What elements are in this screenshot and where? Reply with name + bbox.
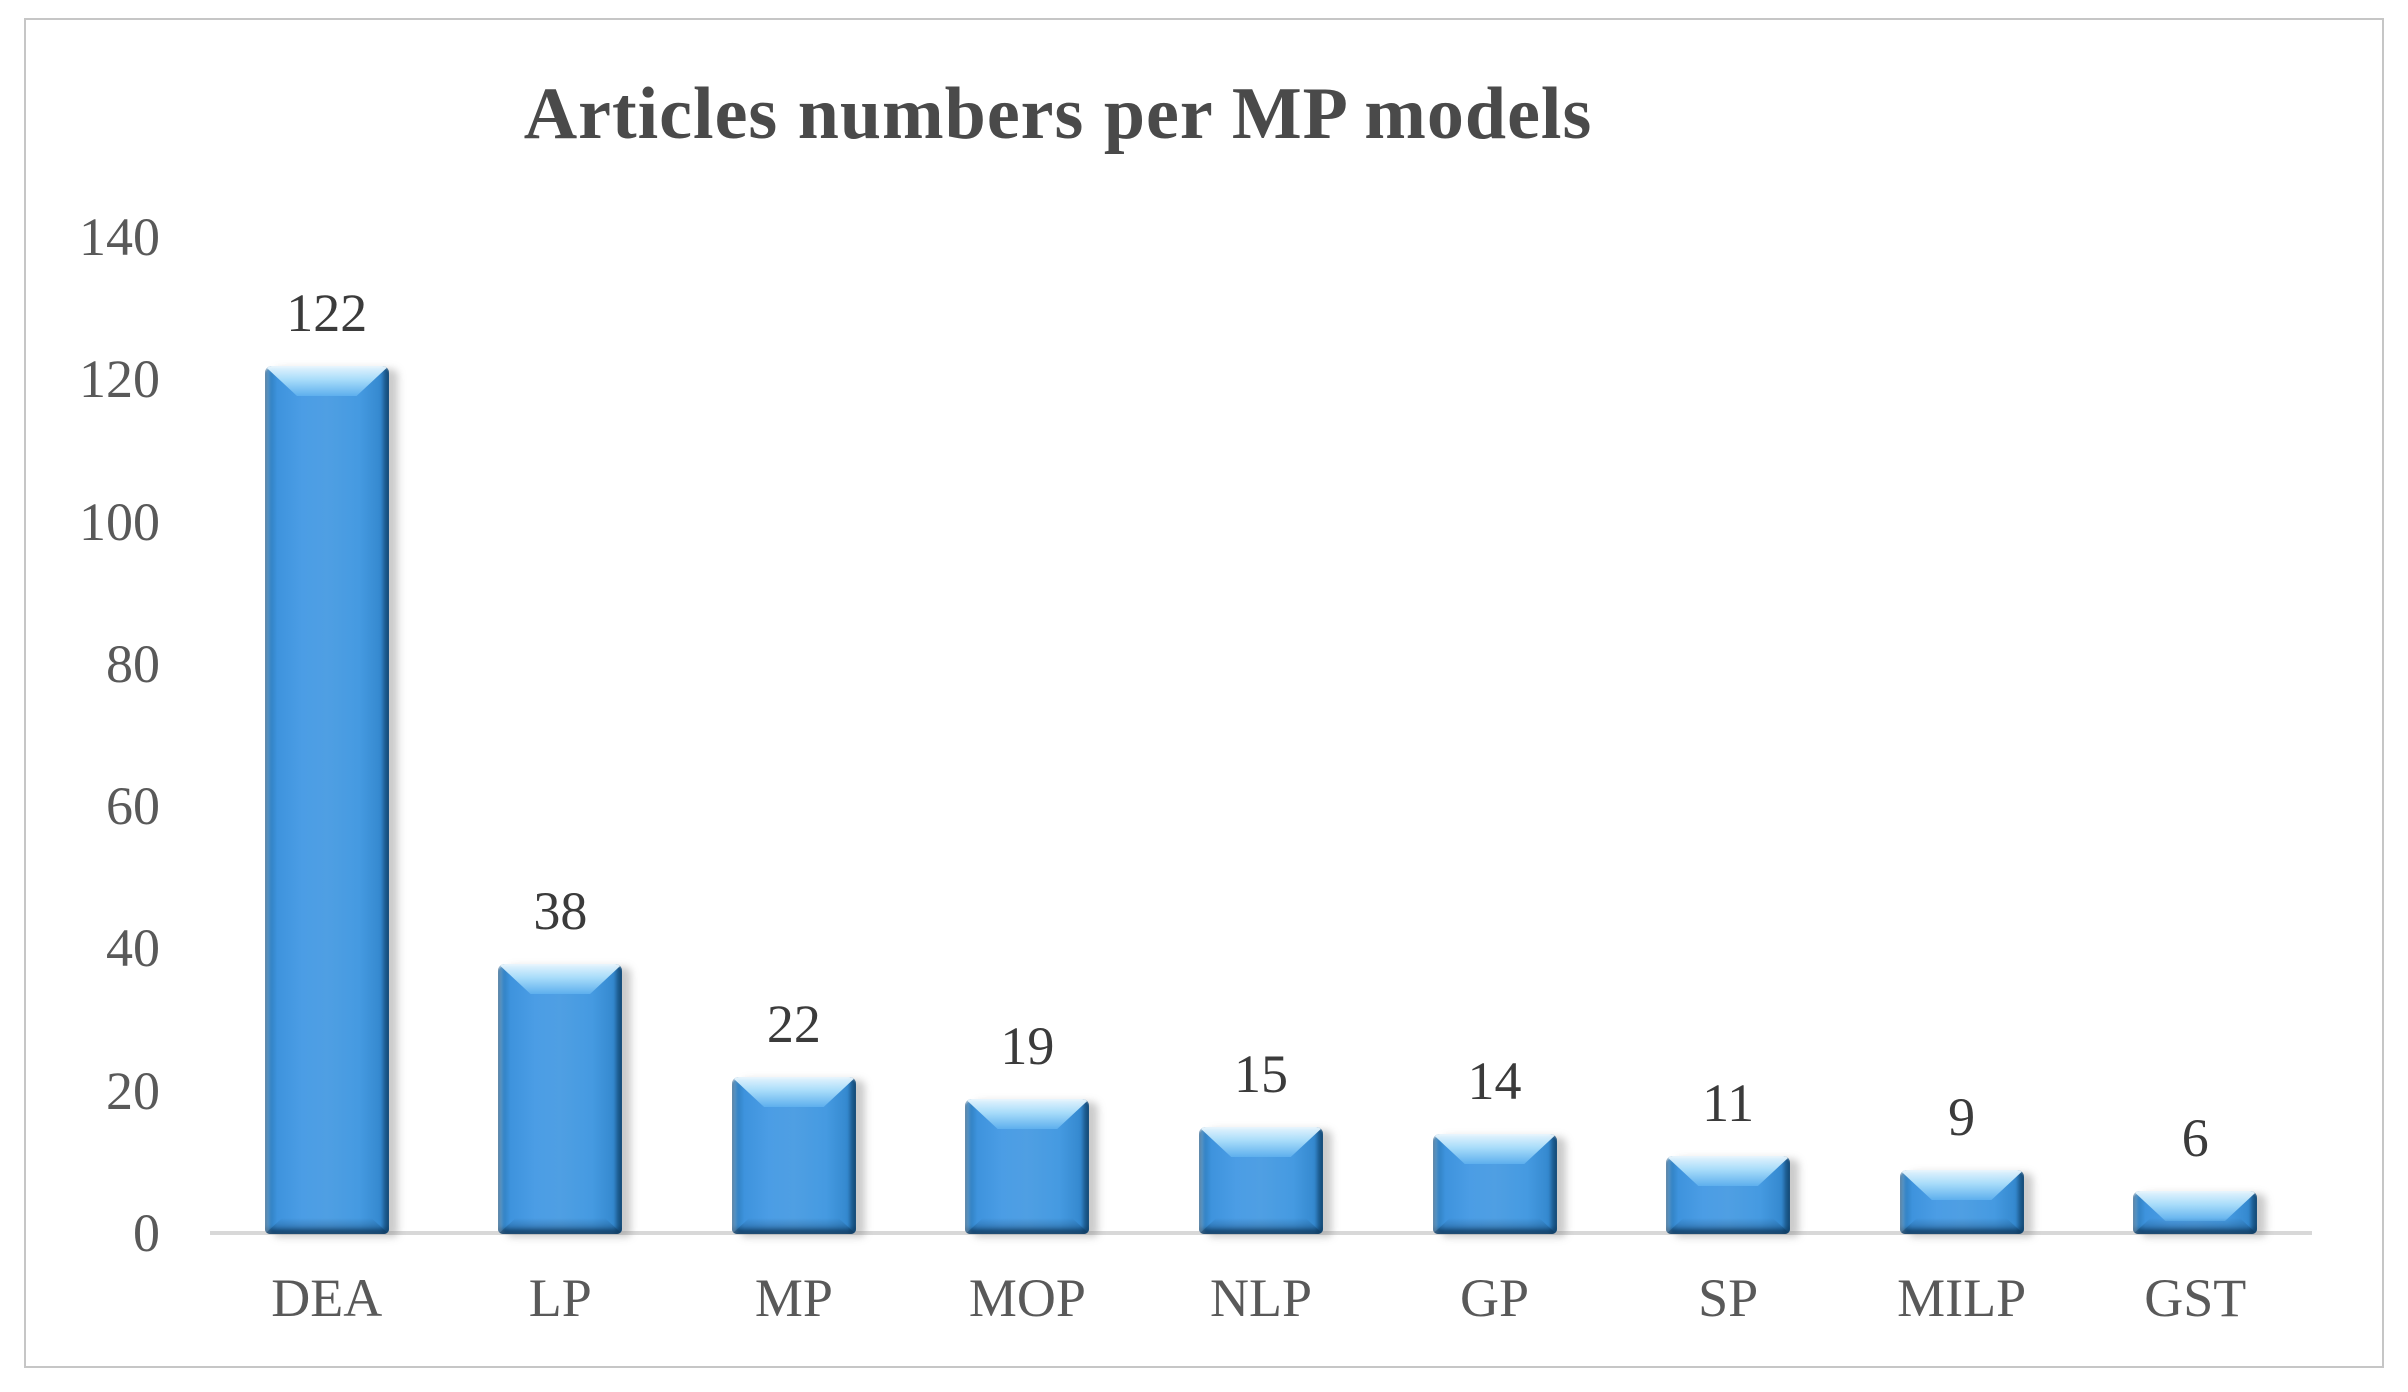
- bar: [1198, 1127, 1323, 1234]
- bar-slot: 14 GP: [1378, 237, 1612, 1327]
- y-tick-label: 20: [106, 1060, 160, 1121]
- y-tick-label: 120: [79, 349, 160, 410]
- y-tick-label: 80: [106, 633, 160, 694]
- bar: [264, 366, 389, 1234]
- x-tick-label: MOP: [968, 1268, 1086, 1328]
- bar-slot: 122 DEA: [210, 237, 444, 1327]
- bar-value-label: 6: [2181, 1108, 2209, 1168]
- bar-slot: 22 MP: [677, 237, 911, 1327]
- x-tick-label: GST: [2144, 1268, 2247, 1328]
- bar-value-label: 38: [533, 881, 588, 941]
- bar-slot: 15 NLP: [1144, 237, 1378, 1327]
- bar-slot: 9 MILP: [1845, 237, 2079, 1327]
- x-tick-label: SP: [1698, 1268, 1759, 1328]
- bar: [1432, 1134, 1557, 1234]
- x-tick-label: NLP: [1209, 1268, 1312, 1328]
- bar-value-label: 15: [1233, 1044, 1288, 1104]
- y-tick-label: 40: [106, 918, 160, 979]
- chart-title: Articles numbers per MP models: [523, 73, 1593, 155]
- bar: [2133, 1191, 2258, 1234]
- bar: [731, 1077, 856, 1234]
- y-tick-label: 60: [106, 776, 160, 837]
- bar-slot: 11 SP: [1611, 237, 1845, 1327]
- bar-value-label: 122: [286, 283, 368, 343]
- bar: [1666, 1156, 1791, 1234]
- x-tick-label: GP: [1460, 1268, 1530, 1328]
- y-tick-label: 100: [79, 491, 160, 552]
- bar-value-label: 14: [1467, 1051, 1522, 1111]
- bar-value-label: 9: [1948, 1087, 1976, 1147]
- x-tick-label: DEA: [271, 1268, 383, 1328]
- chart-frame: Articles numbers per MP models 140 120 100…: [24, 18, 2384, 1368]
- bar-slot: 38 LP: [444, 237, 678, 1327]
- plot-area: 122 DEA 38 LP 22 MP 19 MOP 15 NLP 14 GP 11 SP 9 MILP 6 GS…: [210, 237, 2312, 1327]
- bar: [965, 1099, 1090, 1234]
- x-tick-label: LP: [528, 1268, 592, 1328]
- y-tick-label: 0: [133, 1203, 160, 1263]
- bar-value-label: 11: [1702, 1073, 1755, 1133]
- bar-value-label: 22: [766, 994, 821, 1054]
- x-tick-label: MP: [754, 1268, 833, 1328]
- bar: [498, 964, 623, 1234]
- x-tick-label: MILP: [1897, 1268, 2027, 1328]
- bar-slot: 19 MOP: [911, 237, 1145, 1327]
- y-tick-label: 140: [79, 207, 160, 267]
- bar-value-label: 19: [1000, 1016, 1055, 1076]
- bar-slot: 6 GST: [2078, 237, 2312, 1327]
- bar: [1899, 1170, 2024, 1234]
